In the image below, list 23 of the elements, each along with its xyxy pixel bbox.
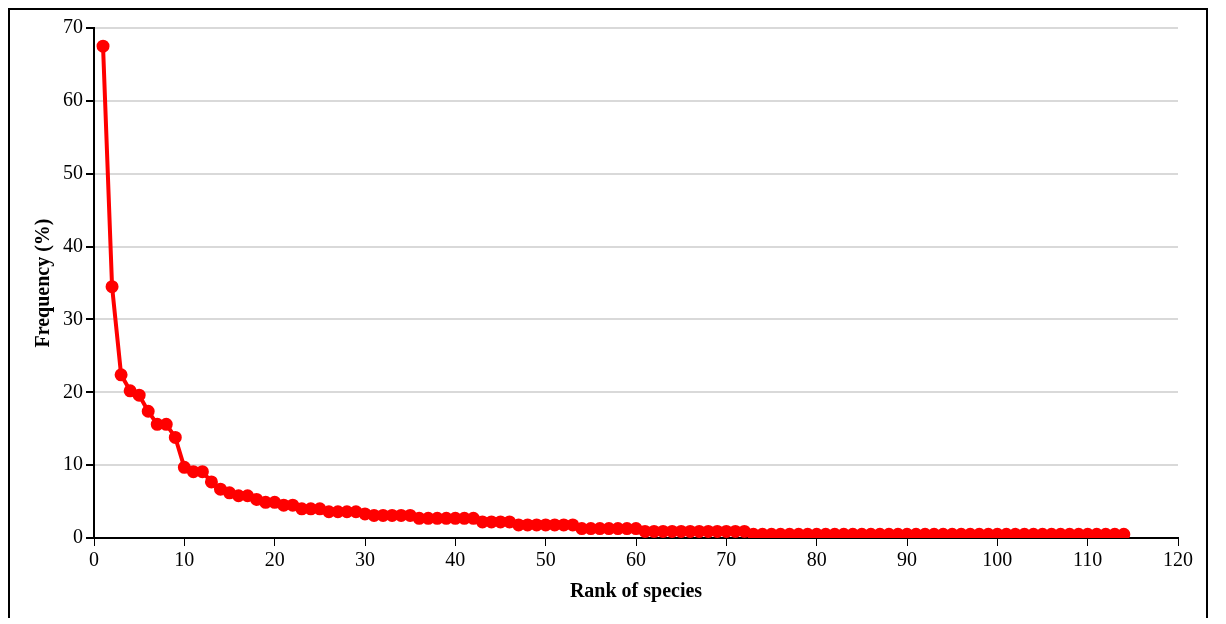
y-tick-label: 20: [63, 379, 83, 402]
x-axis-title: Rank of species: [569, 579, 703, 603]
x-tick-label: 100: [982, 548, 1013, 571]
y-axis-title: Frequency (%): [31, 218, 55, 348]
x-tick-label: 110: [1073, 548, 1103, 571]
y-tick-label: 60: [63, 88, 83, 111]
x-tick-label: 10: [174, 548, 195, 571]
x-tick-label: 20: [264, 548, 285, 571]
x-tick-label: 40: [445, 548, 466, 571]
x-tick-label: 0: [89, 548, 99, 571]
y-tick-label: 50: [63, 160, 83, 183]
y-tick-label: 70: [63, 15, 83, 38]
y-tick-label: 40: [63, 233, 83, 256]
x-tick-label: 50: [535, 548, 556, 571]
x-tick-label: 70: [716, 548, 737, 571]
x-tick-label: 120: [1163, 548, 1193, 571]
x-tick-label: 60: [626, 548, 646, 571]
x-tick-label: 30: [355, 548, 375, 571]
y-tick-label: 0: [73, 525, 83, 548]
y-tick-label: 30: [63, 306, 83, 329]
x-tick-label: 80: [806, 548, 827, 571]
y-tick-label: 10: [63, 452, 83, 475]
x-tick-label: 90: [897, 548, 917, 571]
